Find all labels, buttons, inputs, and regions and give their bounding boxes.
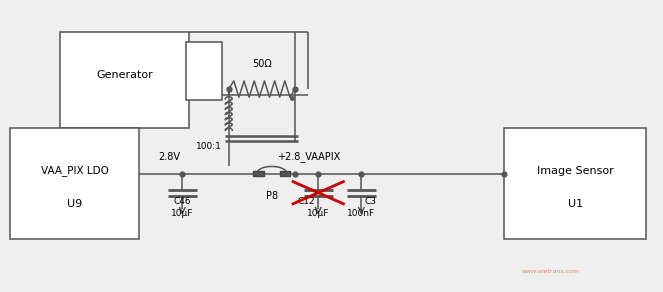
Text: www.eletrans.com: www.eletrans.com bbox=[521, 270, 579, 274]
FancyBboxPatch shape bbox=[10, 128, 139, 239]
FancyBboxPatch shape bbox=[504, 128, 646, 239]
Text: C12: C12 bbox=[297, 197, 315, 206]
Text: U9: U9 bbox=[67, 199, 82, 209]
Text: VAA_PIX LDO: VAA_PIX LDO bbox=[40, 165, 109, 176]
Text: 50Ω: 50Ω bbox=[252, 59, 272, 69]
Text: U1: U1 bbox=[568, 199, 583, 209]
Text: C3: C3 bbox=[365, 197, 377, 206]
Text: 2.8V: 2.8V bbox=[158, 152, 180, 162]
FancyBboxPatch shape bbox=[60, 32, 189, 128]
Text: 100:1: 100:1 bbox=[196, 142, 222, 152]
Text: Generator: Generator bbox=[96, 70, 152, 81]
FancyBboxPatch shape bbox=[186, 42, 222, 100]
Bar bbox=[253, 171, 264, 176]
Text: +2.8_VAAPIX: +2.8_VAAPIX bbox=[276, 151, 340, 162]
Bar bbox=[280, 171, 290, 176]
Text: 100nF: 100nF bbox=[347, 209, 375, 218]
Text: 10μF: 10μF bbox=[171, 209, 194, 218]
Text: P8: P8 bbox=[266, 191, 278, 201]
Text: 10μF: 10μF bbox=[307, 209, 330, 218]
Text: C46: C46 bbox=[174, 197, 191, 206]
Text: Image Sensor: Image Sensor bbox=[537, 166, 613, 176]
